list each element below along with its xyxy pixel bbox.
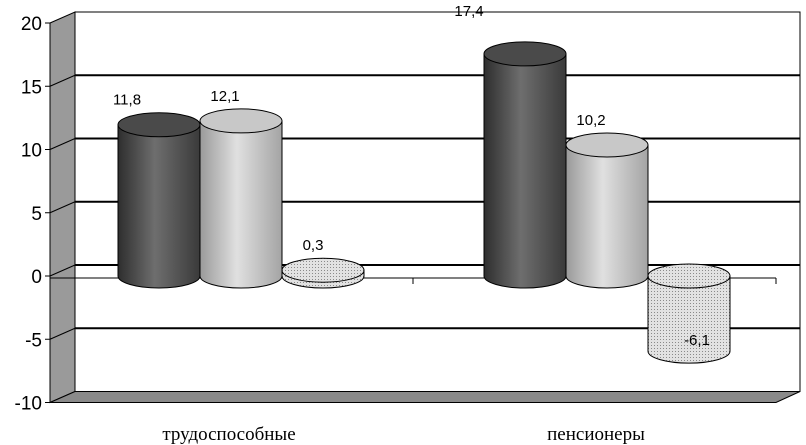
cylinder-body (565, 144, 649, 289)
category-label: пенсионеры (547, 424, 645, 445)
data-label: 11,8 (113, 92, 141, 109)
y-tick-label: -10 (15, 394, 42, 415)
floor (49, 391, 801, 403)
wall-gridline (49, 264, 76, 277)
y-tick-label: -5 (25, 330, 42, 351)
data-label: 17,4 (454, 3, 483, 20)
cylinder-top (565, 132, 649, 158)
y-tick-label: 0 (31, 267, 42, 288)
data-label: -6,1 (684, 332, 710, 349)
cylinder-top (483, 41, 567, 67)
data-label: 10,2 (576, 112, 605, 129)
data-label: 0,3 (303, 237, 324, 254)
y-tick-label: 15 (21, 77, 42, 98)
cylinder-bar (483, 41, 567, 289)
cylinder-bar (199, 108, 283, 289)
cylinder-bar (281, 257, 365, 289)
data-label: 12,1 (210, 88, 239, 105)
wall-gridline (49, 138, 76, 150)
cylinder-top (117, 112, 201, 138)
y-tick-label: 5 (31, 204, 42, 225)
cylinder-body (483, 53, 567, 289)
y-tick-label: 10 (21, 141, 42, 162)
cylinder-bar (565, 132, 649, 289)
category-label: трудоспособные (162, 424, 295, 445)
y-tick-label: 20 (21, 14, 42, 35)
wall-gridline (49, 74, 76, 87)
cylinder-body (647, 275, 731, 364)
cylinder-top (199, 108, 283, 134)
wall-gridline (49, 201, 76, 214)
cylinder-top (281, 257, 365, 283)
wall-gridline (49, 327, 76, 340)
cylinder-top (647, 263, 731, 289)
cylinder-bar (647, 263, 731, 364)
cylinder-body (199, 120, 283, 289)
cylinder-bar (117, 112, 201, 289)
cylinder-body (117, 124, 201, 289)
